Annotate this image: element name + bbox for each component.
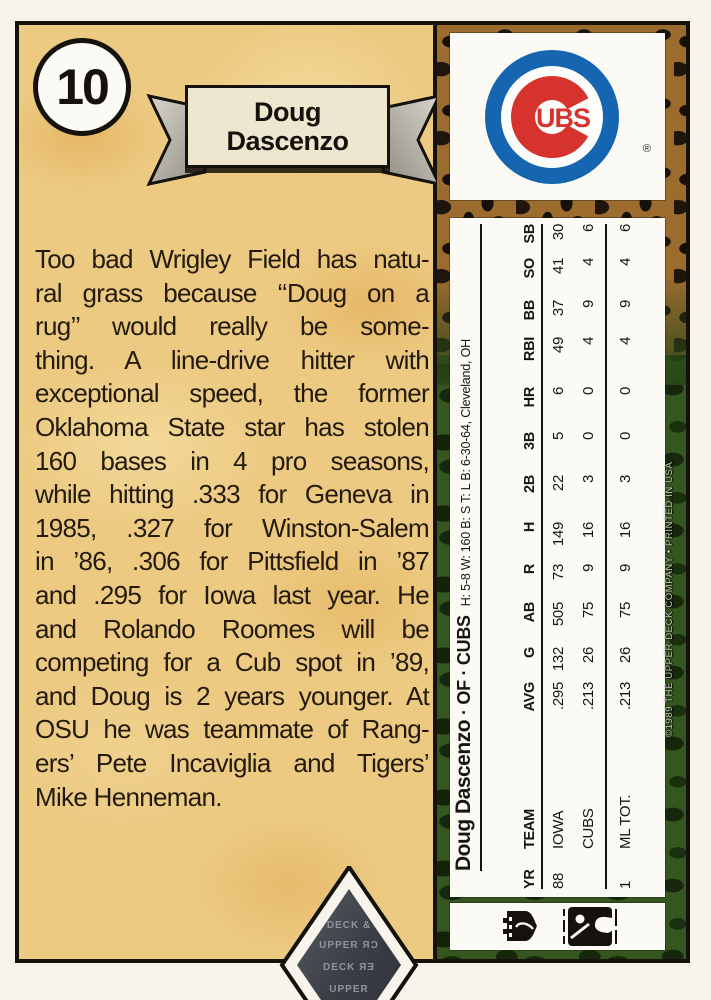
- league-logos-content: [450, 903, 665, 950]
- bio-line: in ’86, .306 for Pittsfield in ’87: [35, 546, 430, 577]
- stats-position-team: · OF · CUBS: [454, 615, 474, 715]
- col-header-ab: AB: [522, 602, 538, 623]
- holo-text-2: UPPER ЯƆ: [319, 940, 379, 951]
- team-logo-box: UBS ®: [450, 33, 665, 200]
- bio-line: competing for a Cub spot in ’89,: [35, 647, 430, 678]
- stats-column: UBS ® Doug Dascenzo · OF · CUBS H: 5-8 W…: [437, 25, 686, 959]
- bio-line: Oklahoma State star has stolen: [35, 411, 430, 442]
- bio-line: and Doug is 2 years younger. At: [35, 680, 430, 711]
- col-header-hr: HR: [522, 387, 538, 408]
- col-header-yr: YR: [522, 869, 538, 889]
- bio-line: and .295 for Iowa last year. He: [35, 579, 430, 610]
- banner-name-box: Doug Dascenzo: [185, 85, 390, 168]
- card-number: 10: [56, 59, 110, 115]
- bio-panel: 10 Doug Dasc: [19, 25, 442, 959]
- stats-table: Doug Dascenzo · OF · CUBS H: 5-8 W: 160 …: [450, 218, 665, 897]
- copyright-wrap: ©1989 THE UPPER DECK COMPANY • PRINTED I…: [664, 307, 677, 737]
- col-header-h: H: [522, 522, 538, 533]
- stats-box: Doug Dascenzo · OF · CUBS H: 5-8 W: 160 …: [450, 218, 665, 897]
- cubs-logo: UBS: [485, 50, 619, 184]
- mlbpa-logo: [503, 911, 537, 941]
- bio-line: exceptional speed, the former: [35, 378, 430, 409]
- bio-line: ers’ Pete Incaviglia and Tigers’: [35, 747, 430, 778]
- upper-deck-hologram: DECK & UPPER ЯƆ DECK ЯƎ UPPER DECK: [279, 866, 419, 1000]
- col-header-rbi: RBI: [522, 337, 538, 362]
- copyright-text: ©1989 THE UPPER DECK COMPANY • PRINTED I…: [664, 461, 675, 737]
- registered-trademark: ®: [642, 143, 651, 155]
- col-header-team: TEAM: [522, 809, 538, 849]
- mlb-logo: [563, 907, 617, 946]
- bio-line: Too bad Wrigley Field has natu-: [35, 244, 430, 274]
- col-header-avg: AVG: [522, 682, 538, 712]
- bio-line: rug’’ would really be some-: [35, 311, 430, 342]
- banner-first-name: Doug: [254, 96, 321, 127]
- holo-text-1: DECK &: [327, 920, 371, 931]
- league-logos-strip: [450, 903, 665, 950]
- bio-line: 160 bases in 4 pro seasons,: [35, 445, 430, 476]
- stats-row-cubs: CUBS .213 26 75 9 16 3 0 0 4 9 4 6: [579, 224, 597, 849]
- stats-column-headers: YR TEAM AVG G AB R H 2B 3B HR RBI BB SO …: [482, 224, 543, 889]
- bio-line: and Rolando Roomes will be: [35, 613, 430, 644]
- col-header-r: R: [522, 564, 538, 575]
- stats-player-name: Doug Dascenzo: [452, 719, 475, 871]
- bio-line: ral grass because ‘‘Doug on a: [35, 277, 430, 308]
- card-inner-frame: 10 Doug Dasc: [15, 21, 690, 963]
- holo-text-3: DECK ЯƎ: [323, 962, 375, 973]
- bio-paragraph: Too bad Wrigley Field has natu- ral gras…: [35, 243, 430, 814]
- holo-text-4: UPPER: [329, 984, 368, 995]
- bio-line: thing. A line-drive hitter with: [35, 344, 430, 375]
- col-header-3b: 3B: [522, 432, 538, 450]
- banner-last-name: Dascenzo: [226, 125, 349, 156]
- stats-row-iowa: 88 IOWA .295 132 505 73 149 22 5 6 49 37…: [549, 224, 567, 889]
- card-number-badge: 10: [33, 38, 131, 136]
- bio-line: Mike Henneman.: [35, 781, 222, 812]
- bio-line: while hitting .333 for Geneva in: [35, 479, 430, 510]
- stats-header-line: Doug Dascenzo · OF · CUBS H: 5-8 W: 160 …: [452, 224, 482, 871]
- bio-line: OSU he was teammate of Rang-: [35, 714, 430, 745]
- col-header-so: SO: [522, 258, 538, 279]
- col-header-2b: 2B: [522, 475, 538, 493]
- stats-row-ml-total: 1 ML TOT. .213 26 75 9 16 3 0 0 4 9 4 6: [616, 224, 634, 889]
- svg-text:UBS: UBS: [536, 103, 590, 133]
- stats-vitals: H: 5-8 W: 160 B: S T: L B: 6-30-64, Clev…: [459, 339, 473, 607]
- bio-line: 1985, .327 for Winston-Salem: [35, 512, 430, 543]
- col-header-sb: SB: [522, 224, 538, 244]
- col-header-g: G: [522, 647, 538, 658]
- player-name-banner: Doug Dascenzo: [144, 83, 444, 213]
- col-header-bb: BB: [522, 300, 538, 321]
